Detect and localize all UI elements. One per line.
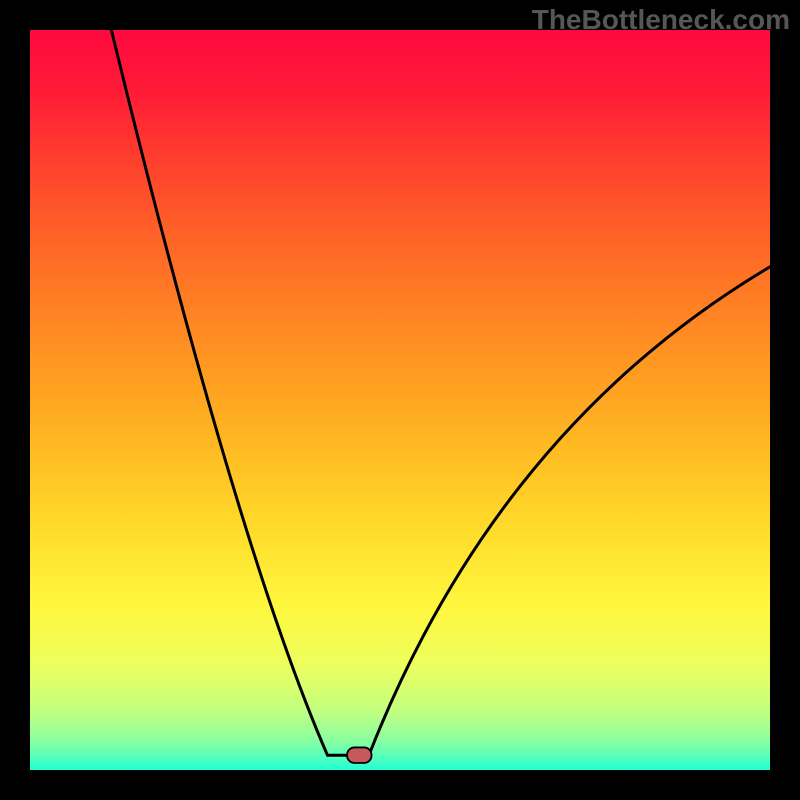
chart-frame: TheBottleneck.com xyxy=(0,0,800,800)
plot-area xyxy=(30,30,770,770)
optimum-marker xyxy=(347,747,371,763)
watermark-text: TheBottleneck.com xyxy=(532,4,790,36)
plot-svg xyxy=(30,30,770,770)
gradient-background xyxy=(30,30,770,770)
